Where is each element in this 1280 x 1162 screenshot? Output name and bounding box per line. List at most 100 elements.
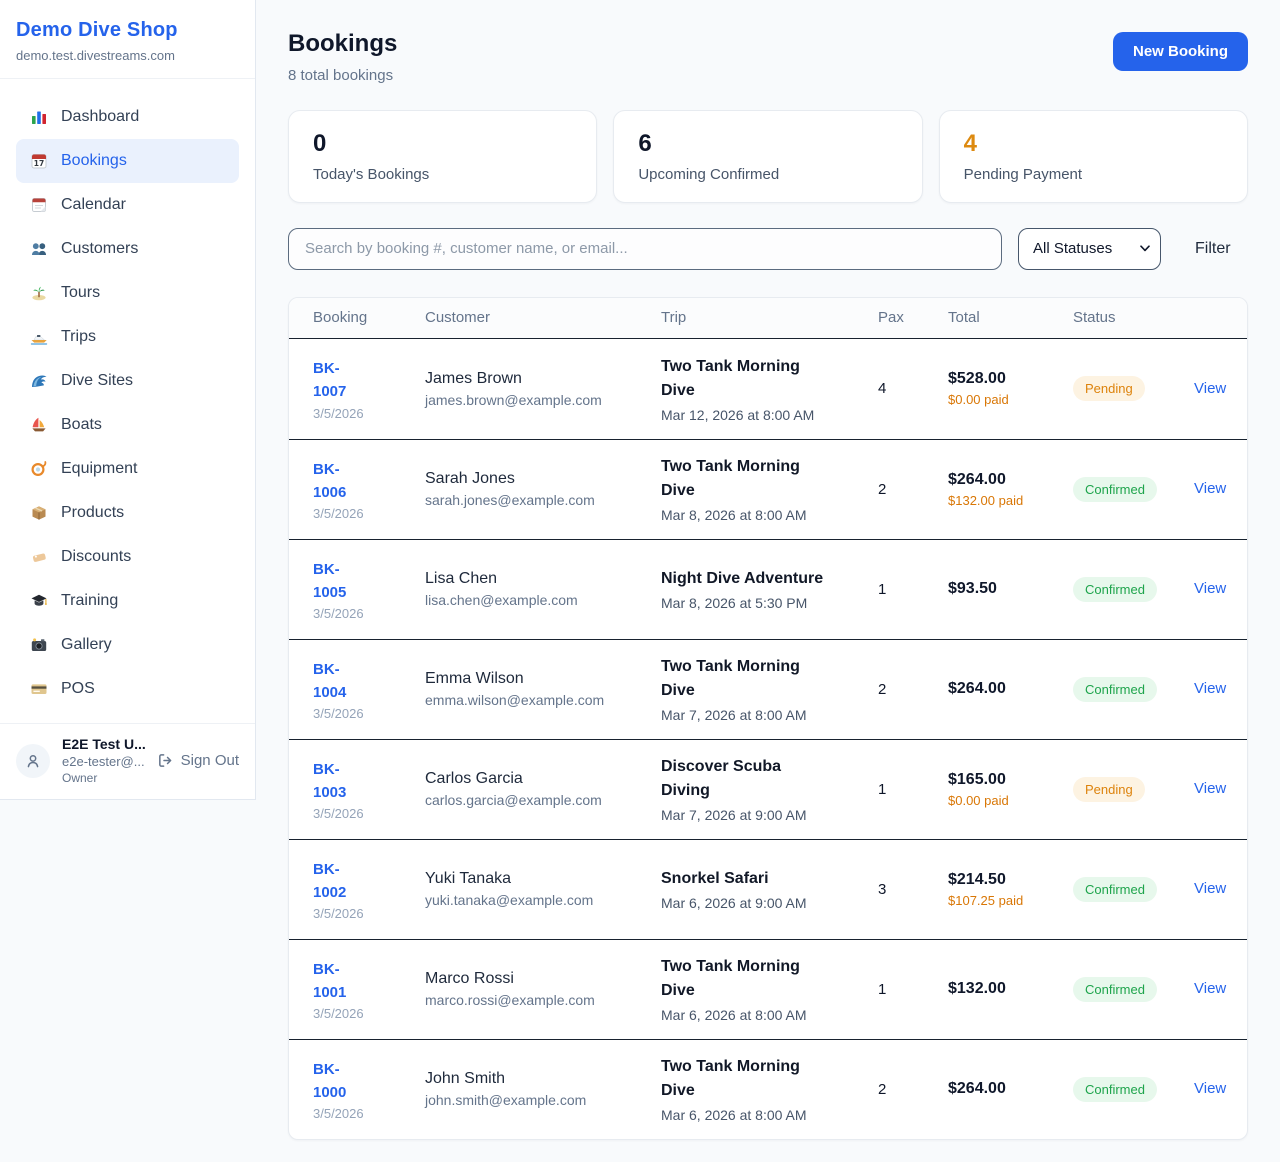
sidebar-item-dive-sites[interactable]: Dive Sites bbox=[16, 359, 239, 403]
stats-cards: 0 Today's Bookings 6 Upcoming Confirmed … bbox=[288, 110, 1248, 203]
trip-name: Two Tank Morning Dive bbox=[661, 658, 800, 700]
sidebar-item-trips[interactable]: Trips bbox=[16, 315, 239, 359]
page-title-block: Bookings 8 total bookings bbox=[288, 30, 397, 84]
status-badge: Confirmed bbox=[1073, 976, 1157, 1002]
column-header-booking: Booking bbox=[313, 309, 368, 327]
stat-label: Upcoming Confirmed bbox=[638, 165, 780, 183]
shop-domain: demo.test.divestreams.com bbox=[16, 48, 175, 63]
booking-id-link[interactable]: BK-1006 bbox=[313, 460, 347, 501]
pax-count: 2 bbox=[878, 680, 887, 698]
booking-date: 3/5/2026 bbox=[313, 506, 364, 522]
view-booking-link[interactable]: View bbox=[1194, 379, 1227, 397]
booking-id-link[interactable]: BK-1007 bbox=[313, 360, 347, 401]
table-row: BK-1001 3/5/2026 Marco Rossi marco.rossi@e… bbox=[289, 938, 1247, 1039]
column-header-total: Total bbox=[948, 309, 980, 327]
table-row: BK-1007 3/5/2026 James Brown james.brown@e… bbox=[289, 339, 1247, 439]
sidebar-item-boats[interactable]: Boats bbox=[16, 403, 239, 447]
customer-email: marco.rossi@example.com bbox=[425, 992, 595, 1009]
pax-count: 4 bbox=[878, 380, 887, 398]
sign-out-button[interactable]: Sign Out bbox=[157, 752, 239, 769]
shop-name: Demo Dive Shop bbox=[16, 19, 178, 41]
main-content: Bookings 8 total bookings New Booking 0 … bbox=[256, 0, 1280, 1140]
search-input[interactable] bbox=[288, 227, 1002, 270]
booking-id-link[interactable]: BK-1002 bbox=[313, 860, 347, 901]
sidebar-item-label: Gallery bbox=[61, 636, 112, 653]
sidebar-item-label: Products bbox=[61, 504, 125, 521]
sidebar-item-gallery[interactable]: Gallery bbox=[16, 623, 239, 667]
new-booking-button[interactable]: New Booking bbox=[1112, 32, 1248, 71]
sidebar-item-bookings[interactable]: 17 Bookings bbox=[16, 139, 239, 183]
sidebar-item-pos[interactable]: POS bbox=[16, 667, 239, 711]
credit-card-icon bbox=[30, 680, 48, 698]
sidebar-item-training[interactable]: Training bbox=[16, 579, 239, 623]
sidebar-nav: Dashboard 17 Bookings Calendar Customers… bbox=[0, 79, 255, 711]
calendar-date-icon: 17 bbox=[30, 152, 48, 170]
booking-id-link[interactable]: BK-1001 bbox=[313, 960, 347, 1001]
total-amount: $264.00 bbox=[948, 470, 1006, 488]
sidebar-item-label: Training bbox=[61, 592, 119, 609]
stat-label: Today's Bookings bbox=[313, 165, 430, 183]
customer-name: Sarah Jones bbox=[425, 470, 515, 488]
booking-id-link[interactable]: BK-1003 bbox=[313, 760, 347, 801]
filter-button[interactable]: Filter bbox=[1195, 239, 1231, 257]
table-row: BK-1000 3/5/2026 John Smith john.smith@exa… bbox=[289, 1038, 1247, 1139]
sidebar-item-label: Trips bbox=[61, 328, 96, 345]
status-filter-select[interactable]: All Statuses bbox=[1018, 227, 1161, 270]
customer-email: sarah.jones@example.com bbox=[425, 492, 595, 509]
user-email: e2e-tester@... bbox=[62, 754, 145, 769]
user-info: E2E Test U... e2e-tester@... Owner bbox=[62, 736, 146, 785]
view-booking-link[interactable]: View bbox=[1194, 580, 1227, 598]
pax-count: 2 bbox=[878, 1080, 887, 1098]
trip-name: Two Tank Morning Dive bbox=[661, 357, 800, 399]
booking-date: 3/5/2026 bbox=[313, 606, 364, 622]
trip-name: Discover Scuba Diving bbox=[661, 758, 782, 800]
view-booking-link[interactable]: View bbox=[1194, 780, 1227, 798]
stat-value: 4 bbox=[963, 130, 978, 157]
total-amount: $264.00 bbox=[948, 680, 1006, 698]
trip-datetime: Mar 7, 2026 at 8:00 AM bbox=[661, 707, 807, 724]
sidebar-item-label: Bookings bbox=[61, 152, 127, 169]
customer-name: Carlos Garcia bbox=[425, 770, 523, 788]
brand-header: Demo Dive Shop demo.test.divestreams.com bbox=[0, 0, 255, 79]
user-panel: E2E Test U... e2e-tester@... Owner Sign … bbox=[0, 723, 255, 799]
booking-date: 3/5/2026 bbox=[313, 405, 364, 421]
trip-name: Night Dive Adventure bbox=[661, 570, 824, 588]
trip-name: Snorkel Safari bbox=[661, 870, 769, 888]
sign-out-label: Sign Out bbox=[180, 752, 239, 769]
sidebar-item-customers[interactable]: Customers bbox=[16, 227, 239, 271]
sidebar-item-label: Dive Sites bbox=[61, 372, 134, 389]
trip-name: Two Tank Morning Dive bbox=[661, 1058, 800, 1100]
sidebar-item-discounts[interactable]: Discounts bbox=[16, 535, 239, 579]
view-booking-link[interactable]: View bbox=[1194, 1080, 1227, 1098]
sidebar: Demo Dive Shop demo.test.divestreams.com… bbox=[0, 0, 256, 800]
paid-amount: $107.25 paid bbox=[948, 892, 1024, 908]
customer-name: Lisa Chen bbox=[425, 570, 498, 588]
customer-name: James Brown bbox=[425, 369, 522, 387]
svg-text:17: 17 bbox=[34, 159, 44, 168]
total-amount: $528.00 bbox=[948, 370, 1006, 388]
booking-date: 3/5/2026 bbox=[313, 806, 364, 822]
stat-value: 6 bbox=[638, 130, 652, 157]
view-booking-link[interactable]: View bbox=[1194, 680, 1227, 698]
status-badge: Confirmed bbox=[1073, 876, 1157, 902]
trip-datetime: Mar 6, 2026 at 8:00 AM bbox=[661, 1107, 807, 1124]
page-title: Bookings bbox=[288, 30, 398, 57]
sidebar-item-calendar[interactable]: Calendar bbox=[16, 183, 239, 227]
sidebar-item-label: Boats bbox=[61, 416, 102, 433]
sidebar-item-tours[interactable]: Tours bbox=[16, 271, 239, 315]
booking-id-link[interactable]: BK-1000 bbox=[313, 1060, 347, 1101]
booking-id-link[interactable]: BK-1005 bbox=[313, 560, 347, 601]
sidebar-item-products[interactable]: Products bbox=[16, 491, 239, 535]
view-booking-link[interactable]: View bbox=[1194, 880, 1227, 898]
table-row: BK-1002 3/5/2026 Yuki Tanaka yuki.tanaka@e… bbox=[289, 838, 1247, 939]
graduation-cap-icon bbox=[30, 592, 48, 610]
booking-date: 3/5/2026 bbox=[313, 1106, 364, 1122]
sidebar-item-dashboard[interactable]: Dashboard bbox=[16, 95, 239, 139]
customer-name: John Smith bbox=[425, 1070, 506, 1088]
view-booking-link[interactable]: View bbox=[1194, 980, 1227, 998]
sidebar-item-equipment[interactable]: Equipment bbox=[16, 447, 239, 491]
booking-id-link[interactable]: BK-1004 bbox=[313, 660, 347, 701]
view-booking-link[interactable]: View bbox=[1194, 480, 1227, 498]
total-bookings-count: 8 total bookings bbox=[288, 67, 394, 84]
pax-count: 1 bbox=[878, 780, 887, 798]
